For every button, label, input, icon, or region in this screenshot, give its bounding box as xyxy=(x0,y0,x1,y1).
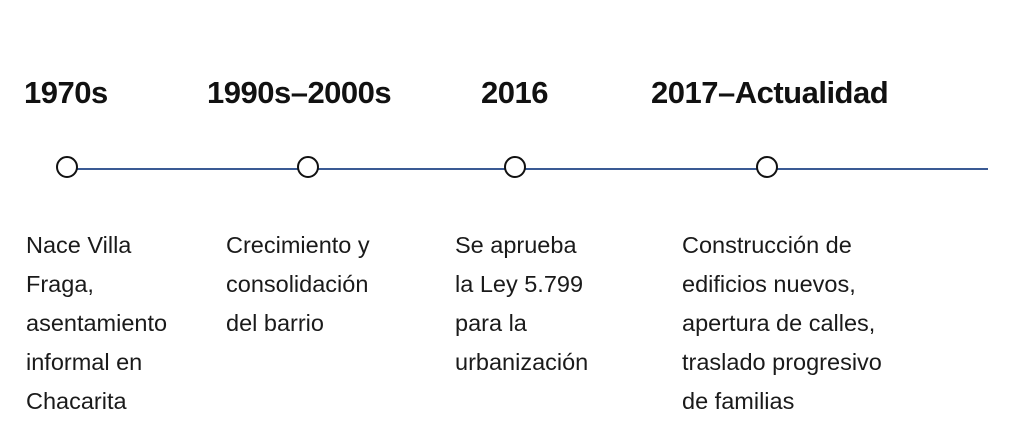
event-description-line: del barrio xyxy=(226,310,324,336)
event-description-line: Crecimiento y xyxy=(226,232,370,258)
event-description-2016: Se aprueba la Ley 5.799 para la urbaniza… xyxy=(455,226,588,382)
event-description-line: Se aprueba xyxy=(455,232,577,258)
event-description-line: Fraga, xyxy=(26,271,94,297)
event-year-1990s-2000s: 1990s–2000s xyxy=(207,75,392,110)
event-year-2017-actualidad: 2017–Actualidad xyxy=(651,75,889,110)
event-description-line: traslado progresivo xyxy=(682,349,882,375)
event-description-line: urbanización xyxy=(455,349,589,375)
timeline-marker-2017-actualidad xyxy=(756,156,778,178)
event-description-line: Construcción de xyxy=(682,232,852,258)
event-description-1990s-2000s: Crecimiento y consolidación del barrio xyxy=(226,226,370,343)
event-description-1970s: Nace Villa Fraga, asentamiento informal … xyxy=(26,226,167,421)
event-description-line: de familias xyxy=(682,388,795,414)
event-description-line: edificios nuevos, xyxy=(682,271,856,297)
timeline-marker-1990s-2000s xyxy=(297,156,319,178)
event-description-line: apertura de calles, xyxy=(682,310,876,336)
event-description-line: Chacarita xyxy=(26,388,127,414)
event-description-line: consolidación xyxy=(226,271,369,297)
event-description-line: asentamiento xyxy=(26,310,168,336)
event-description-line: Nace Villa xyxy=(26,232,132,258)
event-year-1970s: 1970s xyxy=(24,75,108,110)
timeline-marker-1970s xyxy=(56,156,78,178)
event-description-2017-actualidad: Construcción de edificios nuevos, apertu… xyxy=(682,226,882,421)
event-description-line: para la xyxy=(455,310,527,336)
timeline-marker-2016 xyxy=(504,156,526,178)
event-description-line: informal en xyxy=(26,349,143,375)
event-description-line: la Ley 5.799 xyxy=(455,271,584,297)
event-year-2016: 2016 xyxy=(481,75,548,110)
